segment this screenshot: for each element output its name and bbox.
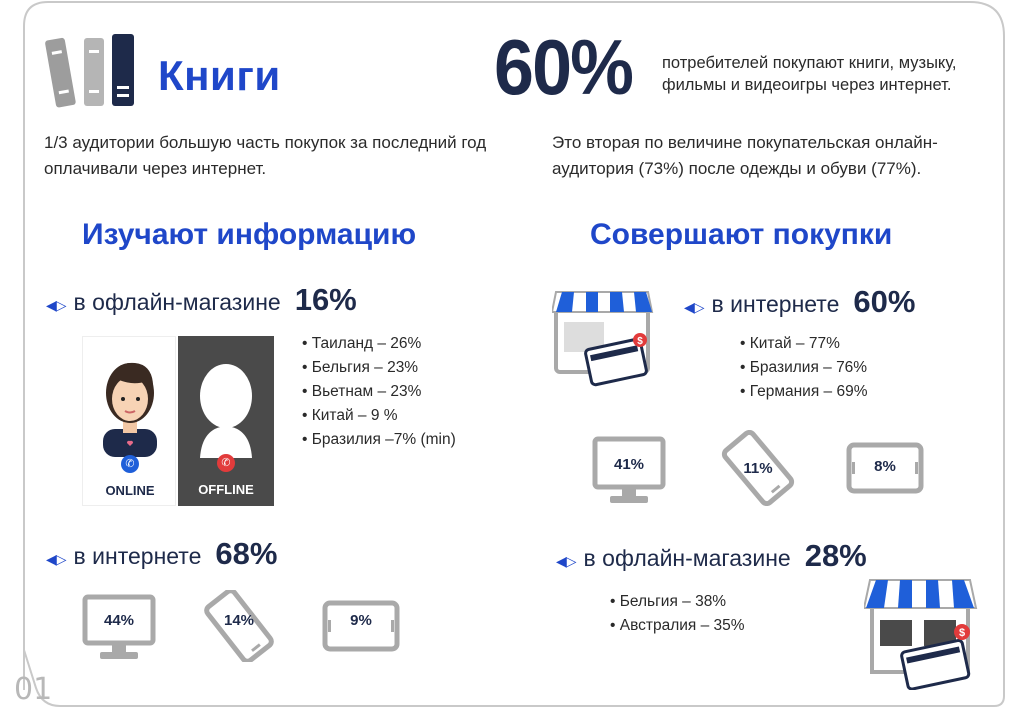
- purchase-offline-row: ◀▷ в офлайн-магазине 28%: [556, 538, 867, 574]
- purchase-offline-label: в офлайн-магазине: [583, 545, 791, 571]
- intro-left: 1/3 аудитории большую часть покупок за п…: [44, 133, 487, 178]
- monitor-icon: [592, 436, 666, 503]
- research-online-row: ◀▷ в интернете 68%: [46, 536, 277, 572]
- books-icon: [45, 34, 134, 108]
- arrows-icon: ◀▷: [46, 551, 67, 567]
- purchase-monitor-pct: 41%: [613, 456, 645, 473]
- purchase-heading: Совершают покупки: [590, 218, 893, 251]
- list-item: Вьетнам – 23%: [302, 380, 456, 404]
- research-online-pct: 68%: [215, 536, 278, 571]
- purchase-online-label: в интернете: [711, 291, 840, 317]
- arrows-icon: ◀▷: [684, 299, 705, 315]
- online-shop-icon: $: [552, 291, 654, 387]
- woman-avatar-icon: [103, 362, 157, 457]
- avatar-offline-panel: ✆ OFFLINE: [178, 336, 274, 506]
- research-offline-row: ◀▷ в офлайн-магазине 16%: [46, 282, 357, 318]
- list-item: Бельгия – 38%: [610, 590, 745, 614]
- tablet-icon: [322, 600, 400, 652]
- research-offline-pct: 16%: [294, 282, 357, 317]
- intro-right: Это вторая по величине покупательская он…: [552, 133, 938, 178]
- purchase-phone-pct: 11%: [743, 460, 773, 477]
- purchase-online-countries: Китай – 77% Бразилия – 76% Германия – 69…: [740, 332, 868, 404]
- research-phone-pct: 14%: [223, 612, 255, 629]
- headline-percent: 60%: [494, 23, 634, 111]
- list-item: Германия – 69%: [740, 380, 868, 404]
- smartphone-icon: [204, 590, 274, 662]
- page-title: Книги: [158, 52, 281, 99]
- svg-text:$: $: [959, 627, 965, 639]
- silhouette-avatar-icon: [200, 364, 252, 458]
- tablet-icon: [846, 442, 924, 494]
- research-offline-label: в офлайн-магазине: [73, 289, 281, 315]
- purchase-online-row: ◀▷ в интернете 60%: [684, 284, 915, 320]
- list-item: Китай – 77%: [740, 332, 867, 356]
- list-item: Бразилия –7% (min): [302, 428, 456, 452]
- list-item: Таиланд – 26%: [302, 332, 456, 356]
- arrows-icon: ◀▷: [556, 553, 577, 569]
- headline-text: потребителей покупают книги, музыку, фил…: [662, 54, 957, 94]
- research-offline-countries: Таиланд – 26% Бельгия – 23% Вьетнам – 23…: [302, 332, 456, 452]
- phone-online-icon: ✆: [121, 455, 139, 473]
- offline-tag: OFFLINE: [198, 482, 254, 497]
- page-number: 01: [14, 672, 53, 707]
- list-item: Бельгия – 23%: [302, 356, 456, 380]
- store-icon: $: [864, 579, 978, 690]
- list-item: Китай – 9 %: [302, 404, 456, 428]
- research-heading: Изучают информацию: [82, 218, 417, 251]
- smartphone-icon: [721, 430, 795, 506]
- avatar-online-panel: ✆ ONLINE: [82, 336, 176, 506]
- list-item: Австралия – 35%: [610, 614, 745, 638]
- list-item: Бразилия – 76%: [740, 356, 867, 380]
- arrows-icon: ◀▷: [46, 297, 67, 313]
- purchase-offline-countries: Бельгия – 38% Австралия – 35%: [610, 590, 745, 638]
- purchase-tablet-pct: 8%: [874, 458, 896, 475]
- phone-offline-icon: ✆: [217, 454, 235, 472]
- purchase-offline-pct: 28%: [804, 538, 867, 573]
- online-tag: ONLINE: [105, 483, 155, 498]
- monitor-icon: [82, 594, 156, 659]
- research-monitor-pct: 44%: [103, 612, 135, 629]
- research-online-label: в интернете: [73, 543, 202, 569]
- research-tablet-pct: 9%: [350, 612, 372, 629]
- purchase-online-pct: 60%: [853, 284, 916, 319]
- svg-text:$: $: [637, 336, 643, 347]
